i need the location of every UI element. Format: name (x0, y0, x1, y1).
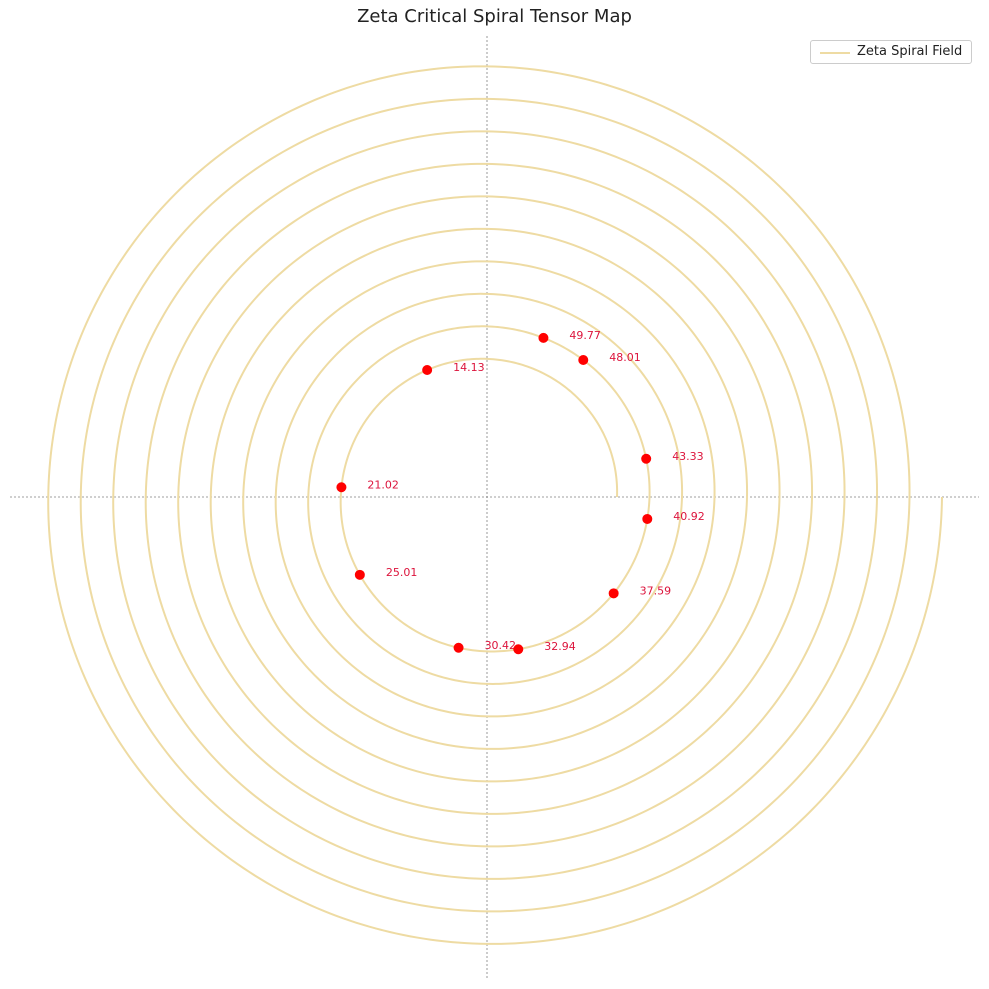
zero-point (354, 569, 365, 580)
zero-point (642, 513, 653, 524)
zero-point-label: 43.33 (672, 450, 704, 463)
zero-point (513, 644, 524, 655)
zero-point-label: 37.59 (640, 584, 672, 597)
zero-point-label: 25.01 (386, 566, 418, 579)
zero-point (422, 364, 433, 375)
legend-label: Zeta Spiral Field (857, 44, 963, 59)
chart-title: Zeta Critical Spiral Tensor Map (357, 6, 632, 27)
zero-points: 14.13 21.02 25.01 30.42 32.94 37.59 40.92 43.33… (336, 329, 705, 655)
zero-point (336, 482, 347, 493)
zero-point-label: 49.77 (569, 329, 601, 342)
legend: Zeta Spiral Field (810, 40, 972, 64)
center-crosshair (10, 36, 979, 979)
zero-point-label: 40.92 (673, 510, 705, 523)
zero-point (538, 332, 549, 343)
zero-point (453, 642, 464, 653)
zero-point (641, 453, 652, 464)
zero-point-label: 14.13 (453, 361, 485, 374)
spiral-line (47, 65, 943, 945)
zero-point-label: 30.42 (485, 639, 517, 652)
legend-swatch (820, 52, 850, 54)
zero-point-label: 48.01 (609, 351, 641, 364)
zero-point-label: 21.02 (367, 478, 399, 491)
zero-point-label: 32.94 (544, 640, 576, 653)
zero-point (578, 354, 589, 365)
spiral-field (47, 65, 943, 945)
zero-point (608, 588, 619, 599)
